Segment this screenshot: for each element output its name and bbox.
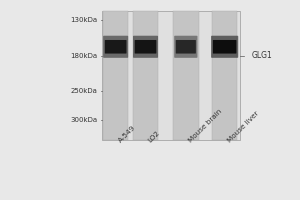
FancyBboxPatch shape — [174, 36, 197, 58]
Text: 250kDa: 250kDa — [71, 88, 98, 94]
Text: 300kDa: 300kDa — [70, 117, 98, 123]
Bar — [133, 11, 158, 140]
Text: LO2: LO2 — [147, 130, 161, 144]
Text: Mouse brain: Mouse brain — [187, 108, 223, 144]
FancyBboxPatch shape — [103, 36, 128, 58]
Bar — [103, 11, 128, 140]
Text: GLG1: GLG1 — [251, 51, 272, 60]
Text: A-549: A-549 — [117, 124, 136, 144]
Bar — [102, 11, 240, 140]
FancyBboxPatch shape — [211, 36, 238, 58]
FancyBboxPatch shape — [105, 40, 127, 54]
Bar — [173, 11, 199, 140]
FancyBboxPatch shape — [135, 40, 156, 54]
Text: 180kDa: 180kDa — [70, 53, 98, 59]
FancyBboxPatch shape — [133, 36, 158, 58]
Text: Mouse liver: Mouse liver — [226, 110, 260, 144]
Text: 130kDa: 130kDa — [70, 17, 98, 23]
FancyBboxPatch shape — [213, 40, 236, 54]
FancyBboxPatch shape — [176, 40, 196, 54]
Bar — [212, 11, 237, 140]
